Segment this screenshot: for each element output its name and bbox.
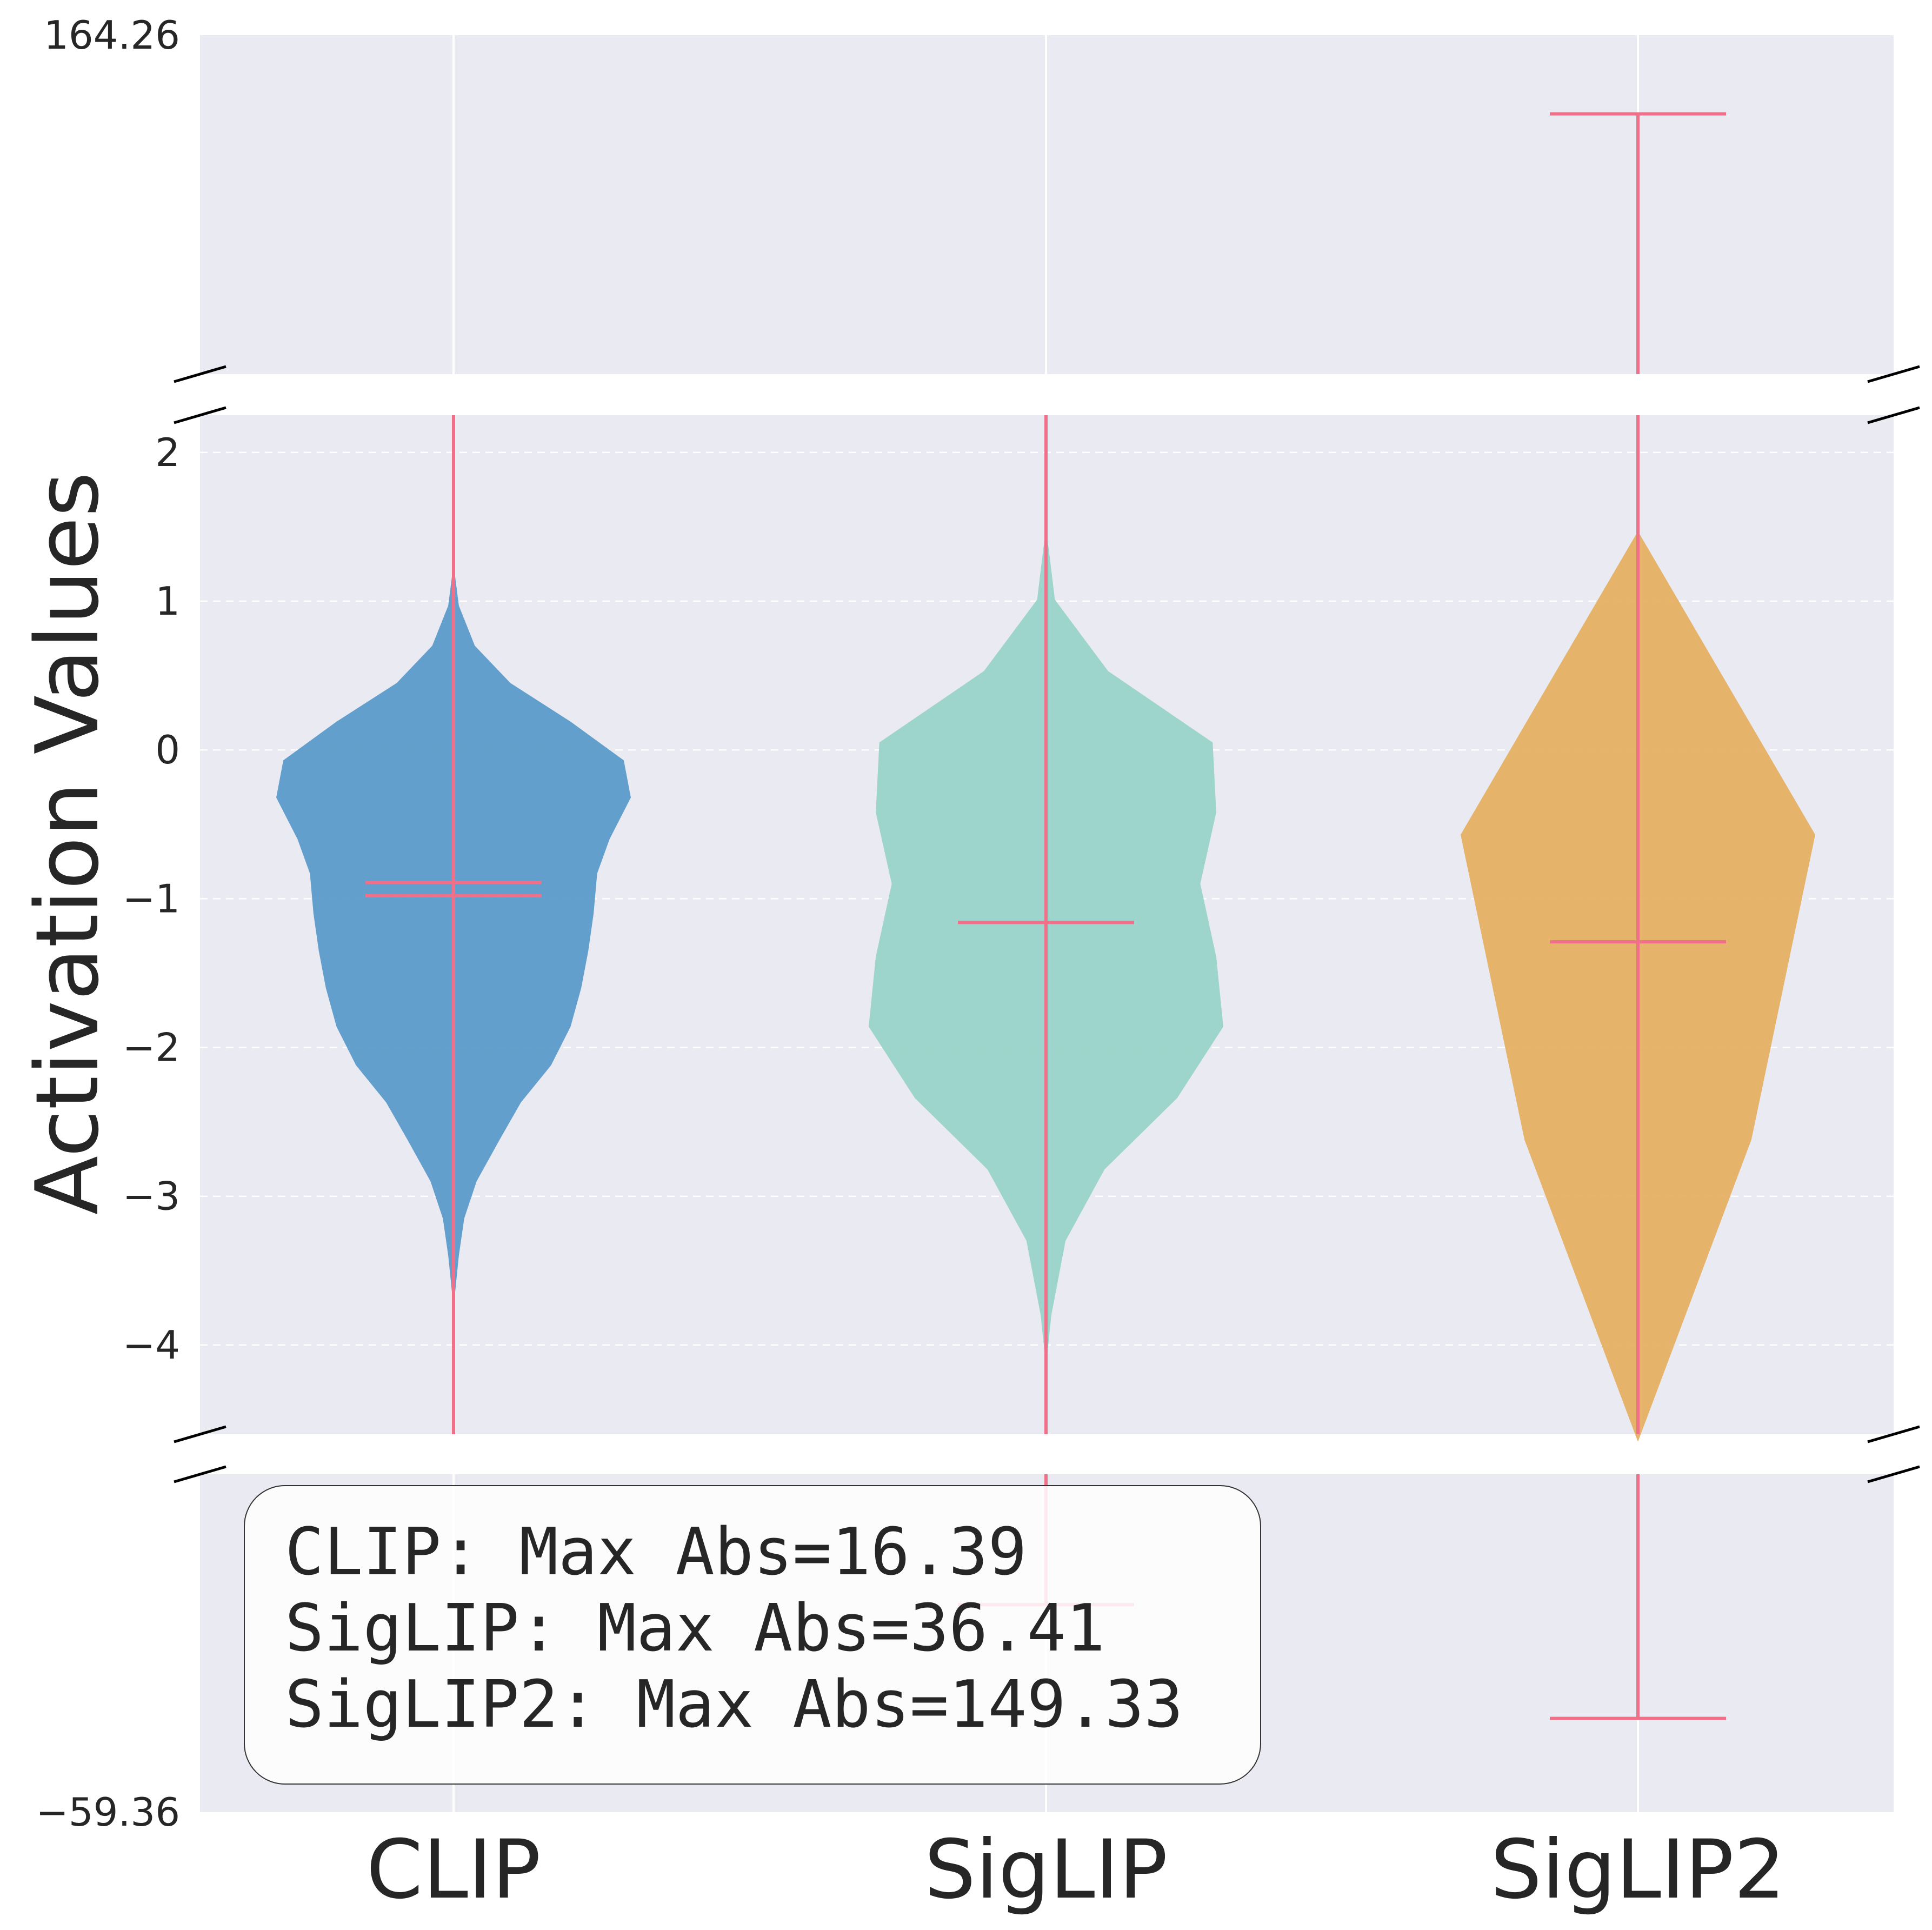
y-tick-top-extreme: 164.26: [44, 12, 180, 58]
break-left-top-bottom: [174, 365, 226, 383]
annotation-line-siglip: SigLIP: Max Abs=36.41: [285, 1591, 1105, 1666]
y-tick-label: −2: [123, 1025, 180, 1070]
y-axis-label: Activation Values: [17, 472, 118, 1215]
break-right-main-bottom: [1867, 1425, 1920, 1443]
y-tick-label: 2: [155, 430, 180, 475]
break-left-bottom-top: [174, 1465, 226, 1483]
y-tick-label: 1: [155, 578, 180, 624]
break-right-main-top: [1867, 406, 1920, 424]
y-tick-bottom-extreme: −59.36: [36, 1789, 180, 1835]
break-left-main-bottom: [174, 1425, 226, 1443]
y-tick-label: −3: [123, 1174, 180, 1219]
break-left-main-top: [174, 406, 226, 424]
annotation-line-siglip2: SigLIP2: Max Abs=149.33: [285, 1667, 1183, 1742]
x-tick-label-clip: CLIP: [367, 1823, 541, 1917]
y-tick-label: −1: [123, 876, 180, 921]
axis-break-marks: [174, 365, 1920, 1483]
max-abs-annotation-box: CLIP: Max Abs=16.39 SigLIP: Max Abs=36.4…: [244, 1485, 1261, 1785]
x-tick-label-siglip: SigLIP: [924, 1823, 1168, 1917]
y-tick-label: 0: [155, 727, 180, 773]
annotation-line-clip: CLIP: Max Abs=16.39: [285, 1515, 1027, 1590]
x-tick-label-siglip2: SigLIP2: [1490, 1823, 1786, 1917]
x-tick-labels: CLIP SigLIP SigLIP2: [367, 1823, 1786, 1917]
y-tick-labels: 164.26 2 1 0 −1 −2 −3 −4 −59.36: [36, 12, 180, 1835]
y-tick-label: −4: [123, 1322, 180, 1368]
annotation-box-background: [244, 1485, 1261, 1785]
break-right-top-bottom: [1867, 365, 1920, 383]
break-right-bottom-top: [1867, 1465, 1920, 1483]
